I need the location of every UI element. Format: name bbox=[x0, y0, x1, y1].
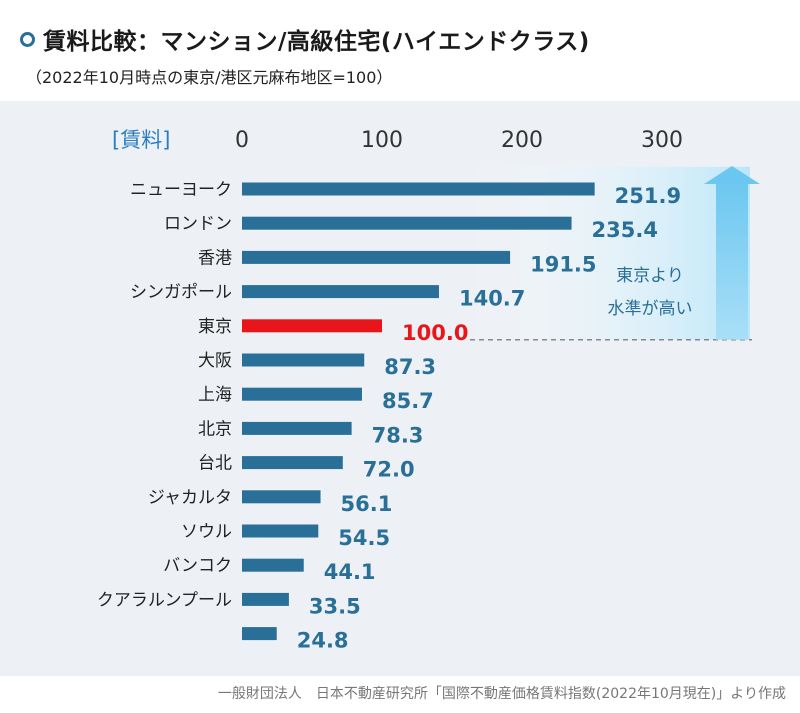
category-label: クアラルンプール bbox=[97, 590, 232, 610]
up-arrow-icon bbox=[704, 166, 760, 184]
value-label: 251.9 bbox=[615, 184, 681, 208]
value-label: 24.8 bbox=[297, 629, 349, 653]
annotation-text: 東京より bbox=[616, 266, 684, 286]
value-label: 33.5 bbox=[309, 594, 361, 618]
arrow-shaft bbox=[716, 182, 748, 340]
bar bbox=[242, 285, 439, 299]
value-label: 140.7 bbox=[459, 287, 525, 311]
bar bbox=[242, 524, 319, 538]
category-label: 台北 bbox=[198, 454, 232, 474]
axis-label: [賃料] bbox=[112, 128, 170, 152]
page-title: 賃料比較：マンション/高級住宅(ハイエンドクラス) bbox=[43, 29, 590, 55]
value-label: 191.5 bbox=[530, 252, 596, 276]
tick-label: 200 bbox=[501, 128, 543, 153]
subtitle: （2022年10月時点の東京/港区元麻布地区=100） bbox=[26, 68, 393, 87]
value-label: 56.1 bbox=[341, 492, 393, 516]
bar bbox=[242, 592, 289, 606]
title-row: 賃料比較：マンション/高級住宅(ハイエンドクラス) bbox=[20, 22, 590, 56]
bar bbox=[242, 387, 362, 401]
category-label: 上海 bbox=[198, 385, 232, 405]
bar bbox=[242, 319, 382, 333]
tick-label: 300 bbox=[641, 128, 683, 153]
category-label: 東京 bbox=[198, 317, 232, 337]
value-label: 44.1 bbox=[324, 560, 376, 584]
tick-label: 0 bbox=[235, 128, 249, 153]
category-label: ジャカルタ bbox=[148, 488, 232, 508]
bar bbox=[242, 421, 352, 435]
higher-zone-shade bbox=[470, 166, 750, 340]
bar bbox=[242, 353, 365, 367]
source-note: 一般財団法人 日本不動産研究所「国際不動産価格賃料指数(2022年10月現在)」… bbox=[217, 686, 786, 702]
value-label: 72.0 bbox=[363, 458, 415, 482]
annotation-text: 水準が高い bbox=[608, 299, 693, 319]
category-label: ロンドン bbox=[164, 214, 232, 234]
value-label: 78.3 bbox=[372, 423, 424, 447]
category-label: バンコク bbox=[163, 556, 232, 576]
value-label: 235.4 bbox=[592, 218, 658, 242]
category-label: 北京 bbox=[198, 419, 232, 439]
bar bbox=[242, 182, 595, 196]
category-label: 大阪 bbox=[198, 351, 232, 371]
category-label: 香港 bbox=[198, 248, 232, 268]
tick-label: 100 bbox=[361, 128, 403, 153]
value-label: 87.3 bbox=[384, 355, 436, 379]
bar bbox=[242, 456, 343, 470]
bar bbox=[242, 490, 321, 504]
value-label: 100.0 bbox=[402, 321, 468, 345]
bar bbox=[242, 216, 572, 230]
bullet-ring-icon bbox=[20, 31, 35, 47]
bar bbox=[242, 558, 304, 572]
category-label: ソウル bbox=[181, 522, 232, 542]
value-label: 54.5 bbox=[338, 526, 390, 550]
bar bbox=[242, 627, 277, 641]
bar bbox=[242, 250, 511, 264]
value-label: 85.7 bbox=[382, 389, 434, 413]
category-label: ニューヨーク bbox=[130, 180, 232, 200]
category-label: シンガポール bbox=[130, 283, 232, 303]
